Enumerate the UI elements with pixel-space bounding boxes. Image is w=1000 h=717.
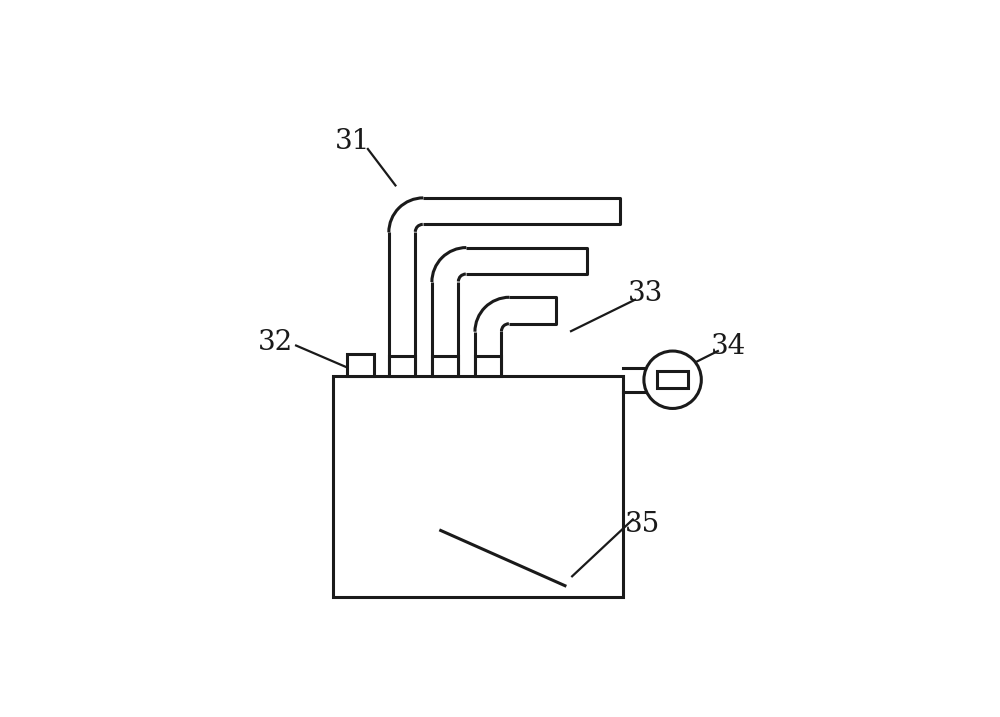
Bar: [333, 376, 623, 597]
Circle shape: [644, 351, 701, 409]
Bar: [389, 356, 415, 376]
Bar: [432, 356, 458, 376]
Text: 33: 33: [627, 280, 663, 307]
Text: 34: 34: [711, 333, 747, 360]
Bar: [657, 371, 688, 388]
Bar: [347, 353, 374, 376]
Text: 31: 31: [335, 128, 370, 155]
Text: 32: 32: [257, 329, 293, 356]
Bar: [475, 356, 501, 376]
Text: 35: 35: [625, 511, 660, 538]
